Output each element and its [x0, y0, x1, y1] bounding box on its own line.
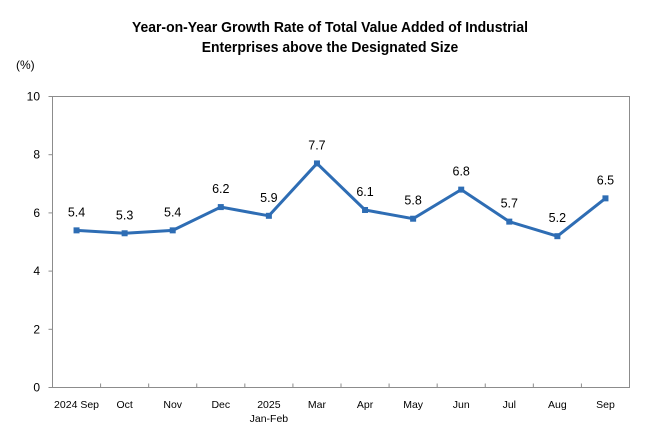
x-tick-label: 2025 Jan-Feb: [250, 399, 289, 425]
chart-title-line-1: Year-on-Year Growth Rate of Total Value …: [131, 19, 529, 36]
x-tick-label: Sep: [596, 399, 615, 411]
x-tick-label: Dec: [211, 399, 230, 411]
x-tick-label: 2024 Sep: [54, 399, 99, 411]
data-label: 6.2: [212, 182, 229, 196]
y-tick-label: 4: [33, 264, 40, 278]
series-line: [76, 161, 607, 238]
data-label: 6.5: [597, 173, 614, 187]
data-label: 7.7: [308, 138, 325, 152]
x-tick-label: Jul: [503, 399, 516, 411]
y-tick-label: 2: [33, 322, 40, 336]
series-group: 5.4 5.3 5.4 6.2 5.9 7.7 6.1 5.8 6.8 5.7 5.2 6.5: [68, 138, 614, 240]
data-point-marker: [554, 233, 561, 240]
data-label: 6.1: [356, 185, 373, 199]
data-label: 5.4: [68, 205, 85, 219]
y-tick-label: 0: [33, 381, 40, 395]
chart-title: Year-on-Year Growth Rate of Total Value …: [23, 18, 637, 58]
data-label: 5.2: [549, 211, 566, 225]
y-tick-label: 10: [27, 90, 41, 104]
data-label: 5.4: [164, 205, 181, 219]
data-point-marker: [602, 195, 609, 202]
data-point-marker: [410, 215, 417, 222]
y-tick-label: 8: [33, 148, 40, 162]
data-point-marker: [217, 204, 224, 211]
x-tick-label: Aug: [548, 399, 567, 411]
data-point-marker: [73, 227, 80, 234]
data-point-marker: [121, 230, 128, 237]
data-label: 5.9: [260, 191, 277, 205]
data-label: 5.7: [501, 197, 518, 211]
y-axis: 0 2 4 6 8 10: [27, 90, 53, 395]
x-tick-label: Jun: [453, 399, 470, 411]
y-axis-unit-label: (%): [16, 58, 35, 72]
data-label: 5.3: [116, 208, 133, 222]
data-label: 6.8: [453, 165, 470, 179]
x-tick-label: Nov: [163, 399, 182, 411]
chart-title-line-2: Enterprises above the Designated Size: [201, 39, 459, 56]
data-point-marker: [313, 160, 320, 167]
data-point-marker: [362, 206, 369, 213]
x-axis: 2024 Sep Oct Nov Dec 2025 Jan-Feb Mar Apr May Jun…: [54, 383, 615, 425]
data-point-marker: [506, 218, 513, 225]
y-tick-label: 6: [33, 206, 40, 220]
x-tick-label: May: [403, 399, 424, 411]
plot-area-border: [52, 96, 630, 388]
x-tick-label: Mar: [308, 399, 327, 411]
x-tick-label: Apr: [357, 399, 374, 411]
x-tick-label: Oct: [116, 399, 132, 411]
data-point-marker: [169, 227, 176, 234]
data-label: 5.8: [404, 194, 421, 208]
data-point-marker: [458, 186, 465, 193]
data-point-marker: [265, 212, 272, 219]
